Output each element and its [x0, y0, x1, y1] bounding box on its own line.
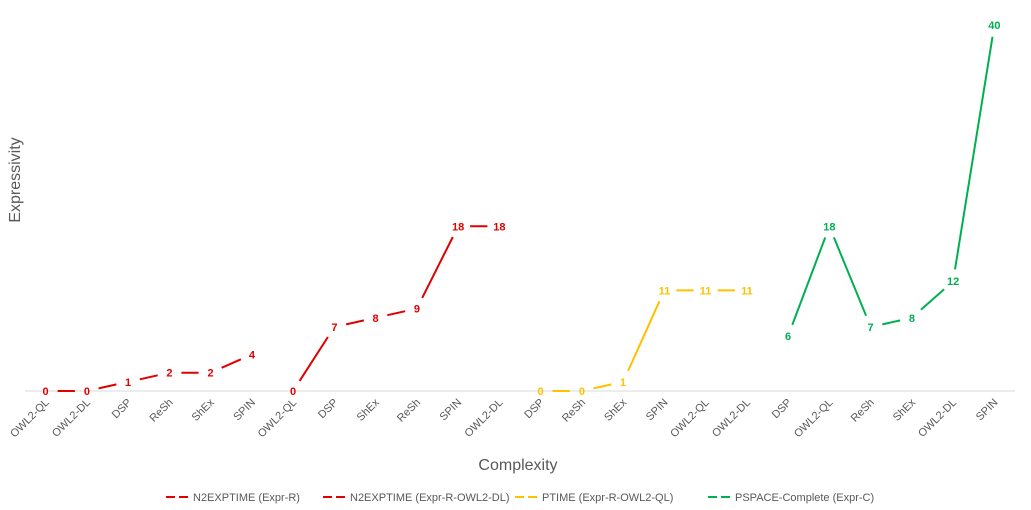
- series-line-segment: [345, 319, 365, 326]
- x-tick-label: OWL2-QL: [792, 397, 835, 440]
- x-tick-label: ShEx: [891, 396, 918, 423]
- series-line-segment: [627, 300, 661, 372]
- data-label: 40: [988, 20, 1000, 32]
- legend-label: N2EXPTIME (Expr-R): [193, 492, 300, 504]
- data-label: 11: [659, 285, 671, 297]
- data-label: 2: [208, 368, 214, 380]
- x-tick-label: ReSh: [560, 397, 588, 425]
- x-tick-label: OWL2-DL: [710, 397, 753, 440]
- x-tick-label: OWL2-QL: [8, 397, 51, 440]
- data-label: 8: [373, 313, 379, 325]
- legend-label: PTIME (Expr-R-OWL2-QL): [542, 492, 673, 504]
- x-tick-label: SPIN: [974, 397, 1001, 424]
- x-tick-label: ReSh: [849, 397, 877, 425]
- x-tick-label: OWL2-DL: [462, 397, 505, 440]
- x-tick-label: OWL2-QL: [668, 397, 711, 440]
- series-line-segment: [421, 236, 454, 299]
- data-label: 0: [84, 386, 90, 398]
- data-label: 1: [125, 377, 131, 389]
- x-tick-label: ShEx: [602, 396, 629, 423]
- data-label: 0: [290, 386, 296, 398]
- series-line-segment: [593, 383, 612, 390]
- data-label: 0: [538, 386, 544, 398]
- data-label: 12: [947, 276, 959, 288]
- x-tick-label: ReSh: [148, 397, 176, 425]
- legend-item-4: PSPACE-Complete (Expr-C): [708, 492, 874, 504]
- data-label: 18: [452, 221, 464, 233]
- series-4: 6 18 7 8 12 40: [785, 20, 1000, 343]
- data-label: 2: [166, 368, 172, 380]
- series-line-segment: [98, 383, 117, 390]
- x-tick-label: SPIN: [438, 397, 465, 424]
- series-line-segment: [387, 310, 406, 317]
- legend: N2EXPTIME (Expr-R) N2EXPTIME (Expr-R-OWL2…: [166, 492, 874, 504]
- series-line-segment: [882, 319, 901, 326]
- series-line-segment: [832, 237, 868, 317]
- legend-item-2: N2EXPTIME (Expr-R-OWL2-DL): [323, 492, 510, 504]
- data-label: 11: [700, 285, 712, 297]
- x-tick-label: ShEx: [190, 396, 217, 423]
- series-line-segment: [920, 288, 945, 311]
- legend-label: N2EXPTIME (Expr-R-OWL2-DL): [350, 492, 510, 504]
- data-label: 7: [868, 322, 874, 334]
- x-tick-label: OWL2-DL: [916, 397, 959, 440]
- series-2: 0 7 8 9 18 18: [290, 221, 505, 398]
- data-label: 6: [785, 331, 791, 343]
- data-label: 0: [579, 386, 585, 398]
- series-line-segment: [791, 237, 827, 326]
- data-label: 9: [414, 304, 420, 316]
- x-tick-label: SPIN: [231, 397, 258, 424]
- x-tick-label: ShEx: [355, 396, 382, 423]
- series-line-segment: [139, 374, 158, 381]
- x-tick-label: OWL2-QL: [256, 397, 299, 440]
- series-1: 0 0 1 2 2 4: [43, 349, 256, 398]
- data-label: 1: [620, 377, 626, 389]
- data-label: 18: [493, 221, 505, 233]
- x-tick-label: DSP: [110, 397, 134, 421]
- x-axis-title: Complexity: [478, 457, 557, 474]
- x-tick-label: DSP: [522, 397, 546, 421]
- x-tick-label: SPIN: [644, 397, 671, 424]
- data-label: 18: [823, 221, 835, 233]
- data-label: 8: [909, 313, 915, 325]
- x-tick-label: DSP: [770, 397, 794, 421]
- data-label: 11: [741, 285, 753, 297]
- legend-label: PSPACE-Complete (Expr-C): [735, 492, 874, 504]
- series-line-segment: [298, 336, 329, 382]
- x-tick-label: DSP: [316, 397, 340, 421]
- data-label: 4: [249, 349, 256, 361]
- legend-item-3: PTIME (Expr-R-OWL2-QL): [515, 492, 673, 504]
- y-axis-title: Expressivity: [7, 137, 24, 222]
- data-label: 7: [331, 322, 337, 334]
- x-tick-label: ReSh: [395, 397, 423, 425]
- series-line-segment: [221, 358, 242, 369]
- x-tick-label: OWL2-DL: [50, 397, 93, 440]
- series-line-segment: [954, 36, 994, 270]
- legend-item-1: N2EXPTIME (Expr-R): [166, 492, 300, 504]
- data-label: 0: [43, 386, 49, 398]
